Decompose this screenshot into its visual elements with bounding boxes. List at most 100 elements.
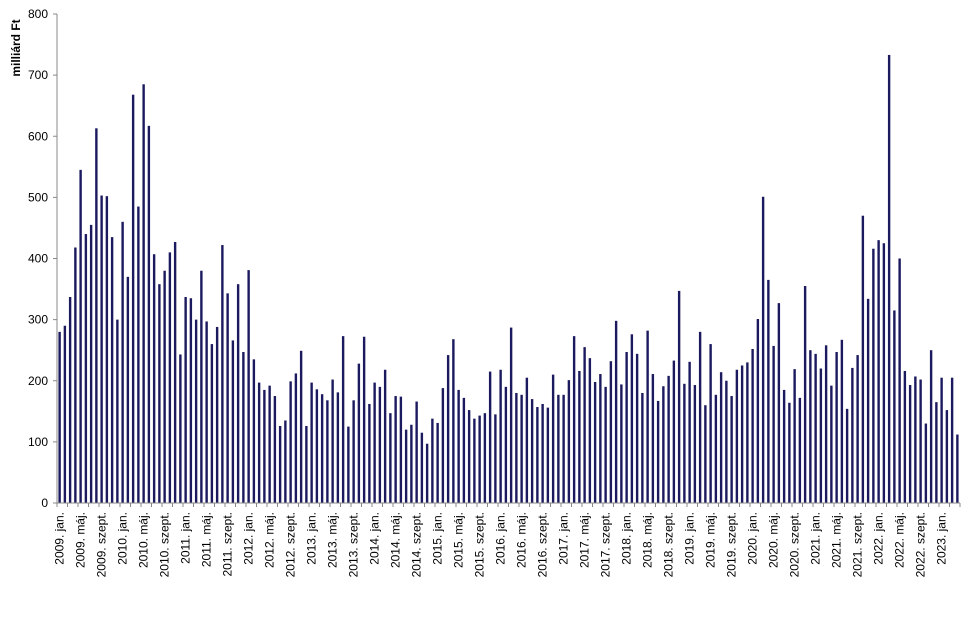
bar — [509, 327, 513, 503]
bar — [740, 365, 744, 503]
bar — [809, 350, 812, 503]
bar — [294, 373, 298, 503]
bar — [856, 355, 859, 503]
bar — [704, 405, 707, 503]
x-tick-label: 2019. jan. — [683, 512, 697, 565]
bar — [735, 369, 739, 503]
x-tick-label: 2017. jan. — [557, 512, 571, 565]
bar — [168, 252, 172, 503]
bar — [625, 352, 628, 503]
bar — [79, 169, 82, 503]
x-tick-label: 2017. máj. — [578, 512, 592, 568]
bar — [515, 392, 518, 503]
bar — [305, 425, 308, 503]
bar — [877, 240, 880, 503]
x-tick-label: 2012. máj. — [263, 512, 277, 568]
bar — [189, 298, 193, 503]
bar — [467, 410, 471, 503]
bar — [242, 352, 245, 503]
bar — [908, 385, 912, 503]
bar — [494, 414, 497, 503]
bar — [368, 403, 371, 503]
bar — [231, 340, 235, 503]
bar — [567, 380, 571, 503]
bar — [935, 402, 938, 503]
bar — [200, 270, 203, 503]
bar — [929, 350, 933, 503]
bar — [798, 397, 802, 503]
bar — [672, 360, 676, 503]
bar — [541, 403, 544, 503]
x-tick-label: 2015. máj. — [452, 512, 466, 568]
bar — [63, 325, 67, 503]
x-tick-label: 2013. máj. — [326, 512, 340, 568]
bar — [662, 386, 665, 503]
bar — [620, 384, 623, 503]
bar — [667, 375, 670, 503]
bar — [698, 331, 702, 503]
bar — [289, 381, 292, 503]
x-tick-label: 2011. máj. — [200, 512, 214, 567]
x-tick-label: 2020. jan. — [746, 512, 760, 565]
bar — [252, 359, 256, 503]
bar — [446, 355, 450, 503]
bar — [845, 408, 849, 503]
x-tick-label: 2013. jan. — [305, 512, 319, 565]
bar — [914, 376, 917, 503]
bar — [84, 234, 88, 504]
bar — [284, 420, 287, 503]
x-tick-label: 2009. szept. — [95, 512, 109, 577]
bar — [562, 394, 565, 503]
bar — [677, 290, 681, 503]
bar — [630, 334, 634, 503]
x-tick-label: 2017. szept. — [599, 512, 613, 577]
x-tick-label: 2014. jan. — [368, 512, 382, 565]
bar — [142, 84, 145, 503]
y-axis: 0 100 200 300 400 500 600 700 800 — [28, 7, 58, 510]
bar — [357, 363, 361, 503]
x-tick-label: 2020. máj. — [767, 512, 781, 568]
bar — [488, 371, 492, 503]
x-tick-label: 2022. máj. — [893, 512, 907, 568]
bar — [851, 367, 854, 503]
x-tick-label: 2016. máj. — [515, 512, 529, 568]
bar — [882, 243, 886, 503]
bar — [772, 345, 775, 503]
x-tick-label: 2016. szept. — [536, 512, 550, 577]
bar — [887, 54, 891, 503]
bar — [651, 374, 655, 503]
bar — [147, 125, 151, 504]
bar — [788, 402, 791, 503]
bar — [362, 336, 366, 503]
y-tick-label: 800 — [28, 7, 48, 21]
bar — [315, 389, 319, 503]
x-tick-label: 2019. szept. — [725, 512, 739, 577]
bar — [137, 206, 140, 504]
bar — [389, 413, 392, 503]
bar — [268, 385, 271, 503]
bar — [205, 321, 208, 503]
bar — [436, 422, 439, 503]
x-tick-label: 2019. máj. — [704, 512, 718, 568]
bar — [326, 400, 329, 503]
x-tick-label: 2014. szept. — [410, 512, 424, 577]
bar — [898, 258, 901, 503]
bar — [499, 369, 502, 503]
x-tick-label: 2022. szept. — [914, 512, 928, 577]
bar — [263, 389, 266, 503]
bar — [352, 400, 355, 503]
bar — [194, 319, 198, 504]
y-tick-label: 700 — [28, 68, 48, 82]
x-tick-label: 2018. máj. — [641, 512, 655, 568]
bar — [919, 379, 922, 503]
bar — [551, 374, 555, 503]
bar — [121, 221, 124, 503]
x-tick-label: 2023. jan. — [935, 512, 949, 565]
bar — [163, 270, 166, 503]
bar — [546, 407, 550, 503]
bar — [709, 344, 712, 503]
y-axis-title: milliárd Ft — [9, 19, 23, 76]
x-tick-label: 2021. jan. — [809, 512, 823, 565]
bar — [520, 394, 523, 503]
